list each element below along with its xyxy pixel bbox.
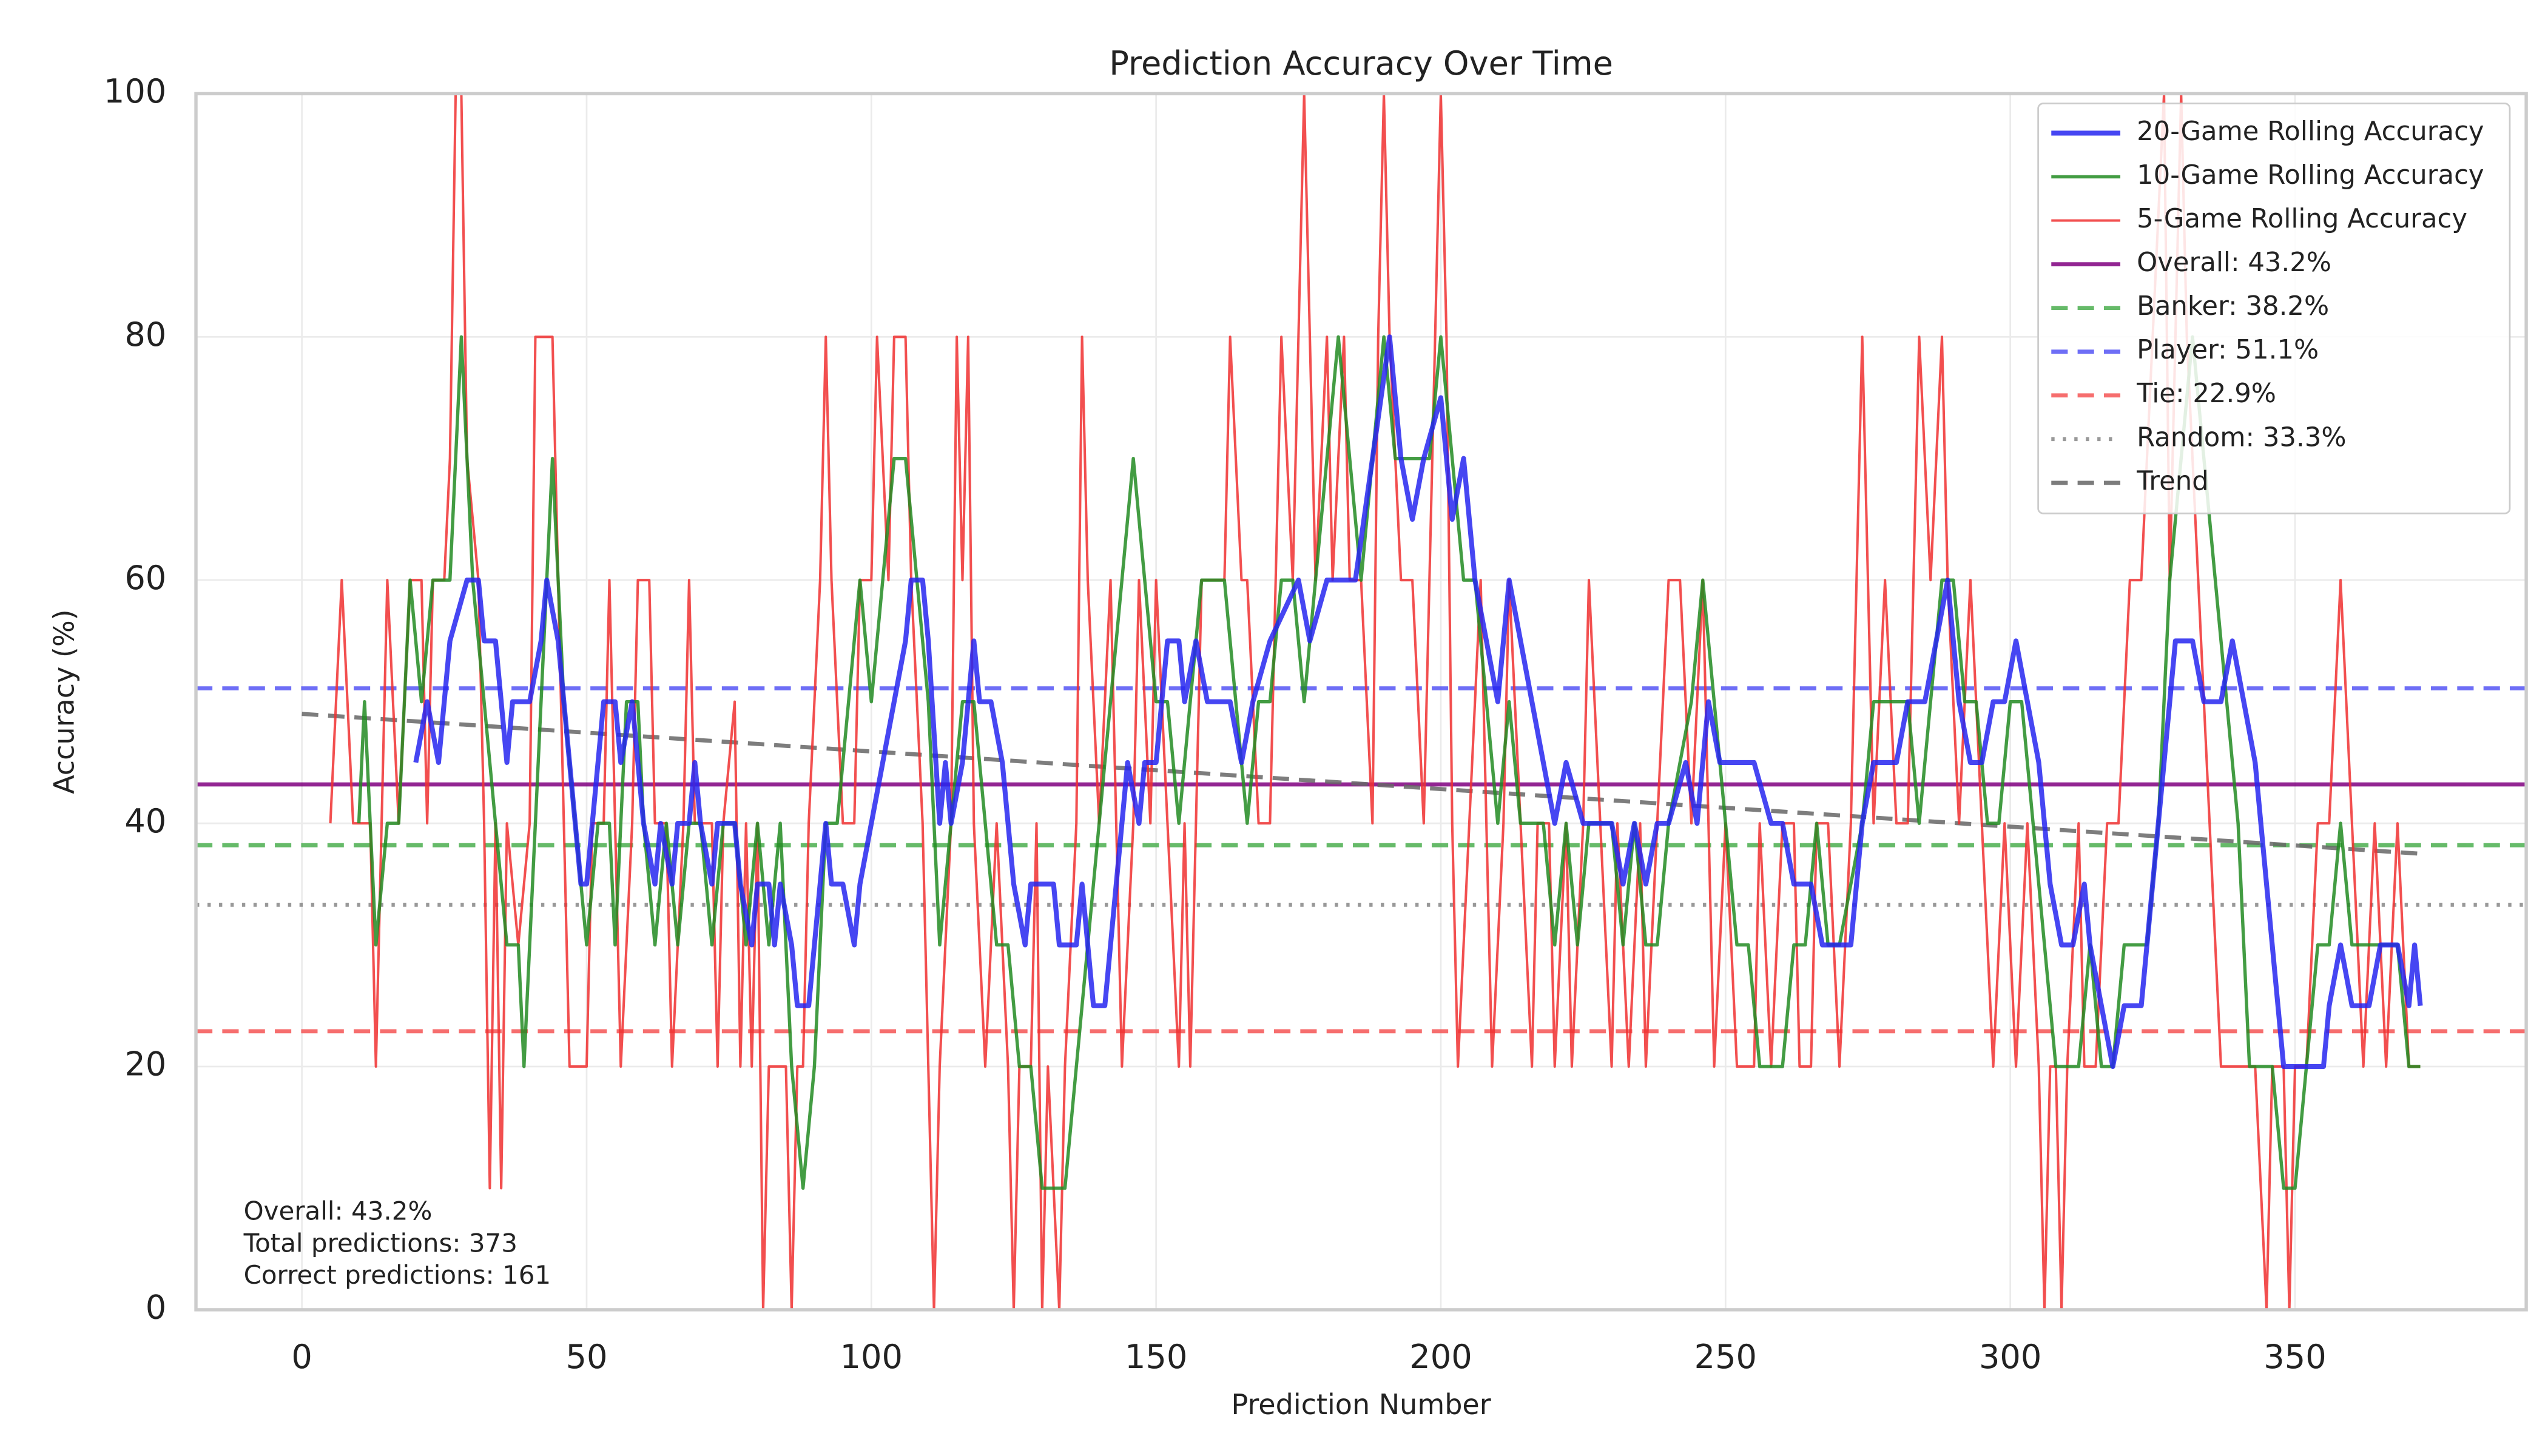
- legend-label: Trend: [2136, 466, 2209, 496]
- x-axis-label: Prediction Number: [1231, 1388, 1491, 1421]
- annotation-text: Total predictions: 373: [243, 1228, 517, 1258]
- x-tick-label: 300: [1979, 1338, 2041, 1376]
- y-tick-label: 40: [124, 802, 166, 840]
- x-tick-label: 350: [2263, 1338, 2326, 1376]
- legend-label: 10-Game Rolling Accuracy: [2137, 160, 2484, 190]
- y-axis-label: Accuracy (%): [48, 609, 81, 794]
- legend-label: 5-Game Rolling Accuracy: [2137, 204, 2467, 234]
- y-tick-label: 0: [146, 1289, 166, 1327]
- y-tick-label: 20: [124, 1045, 166, 1084]
- y-tick-label: 60: [124, 559, 166, 597]
- x-tick-label: 200: [1409, 1338, 1472, 1376]
- legend-label: Overall: 43.2%: [2137, 248, 2331, 278]
- y-tick-label: 100: [104, 72, 166, 110]
- legend-label: Tie: 22.9%: [2136, 379, 2276, 409]
- annotation-text: Correct predictions: 161: [244, 1260, 551, 1290]
- x-tick-label: 50: [565, 1338, 607, 1376]
- series-line: [357, 335, 2421, 1190]
- plot-frame: [194, 92, 2528, 1312]
- legend-box: [2037, 103, 2511, 514]
- series-line: [413, 334, 2423, 1070]
- legend-label: Player: 51.1%: [2137, 335, 2319, 365]
- chart-title: Prediction Accuracy Over Time: [1109, 44, 1613, 83]
- x-tick-label: 100: [840, 1338, 903, 1376]
- x-tick-label: 0: [291, 1338, 312, 1376]
- legend-label: Banker: 38.2%: [2137, 291, 2329, 322]
- x-tick-label: 250: [1694, 1338, 1757, 1376]
- series-line: [302, 712, 2421, 856]
- legend-label: Random: 33.3%: [2137, 422, 2346, 453]
- annotation-text: Overall: 43.2%: [244, 1196, 433, 1226]
- y-tick-label: 80: [124, 315, 166, 354]
- x-tick-label: 150: [1125, 1338, 1187, 1376]
- plot-area: [196, 93, 2527, 1310]
- legend-label: 20-Game Rolling Accuracy: [2137, 116, 2484, 147]
